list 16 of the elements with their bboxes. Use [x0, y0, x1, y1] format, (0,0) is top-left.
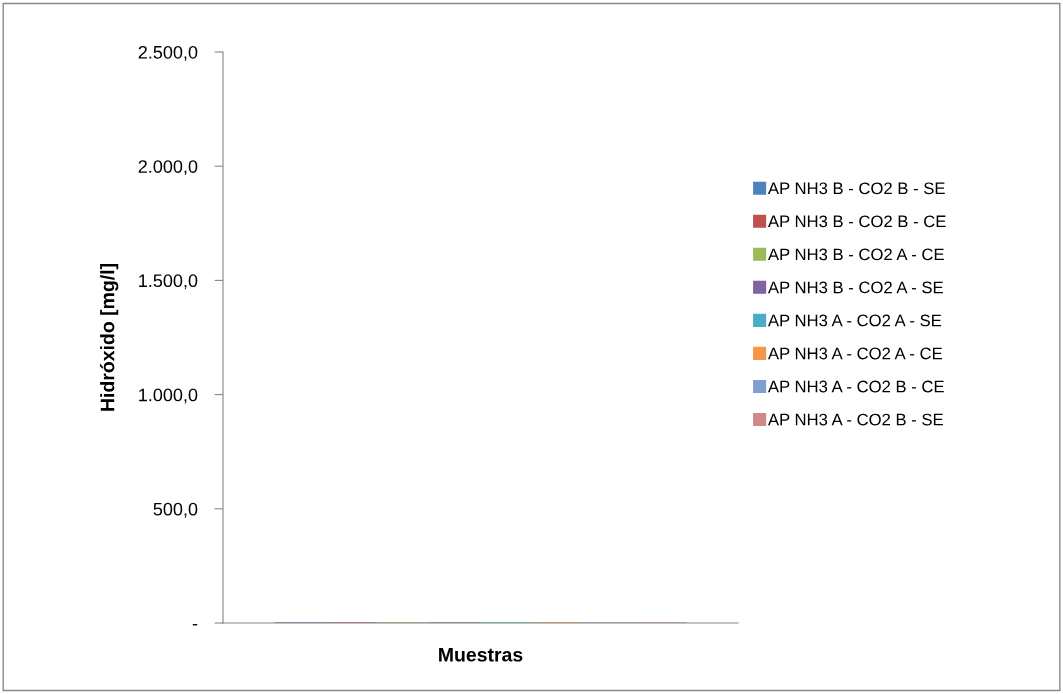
legend-label: AP NH3 B - CO2 B - CE: [767, 215, 946, 228]
y-axis-title: Hidróxido [mg/l]: [99, 264, 119, 411]
x-axis-title: Muestras: [439, 648, 523, 662]
legend-label: AP NH3 A - CO2 B - CE: [767, 380, 944, 393]
legend-label: AP NH3 A - CO2 B - SE: [767, 413, 943, 426]
legend-label: AP NH3 B - CO2 B - SE: [767, 182, 945, 195]
y-tick-label: -: [192, 624, 198, 626]
y-tick-label: 500,0: [153, 502, 198, 518]
y-tick-label: 1.000,0: [139, 388, 198, 404]
y-tick-label: 2.500,0: [138, 45, 198, 61]
y-tick-label: 2.000,0: [138, 160, 198, 176]
legend-label: AP NH3 A - CO2 A - CE: [767, 347, 943, 360]
legend-label: AP NH3 A - CO2 A - SE: [767, 314, 942, 327]
y-tick-label: 1.500,0: [139, 274, 198, 290]
legend-label: AP NH3 B - CO2 A - CE: [767, 248, 944, 261]
legend-label: AP NH3 B - CO2 A - SE: [767, 281, 943, 294]
